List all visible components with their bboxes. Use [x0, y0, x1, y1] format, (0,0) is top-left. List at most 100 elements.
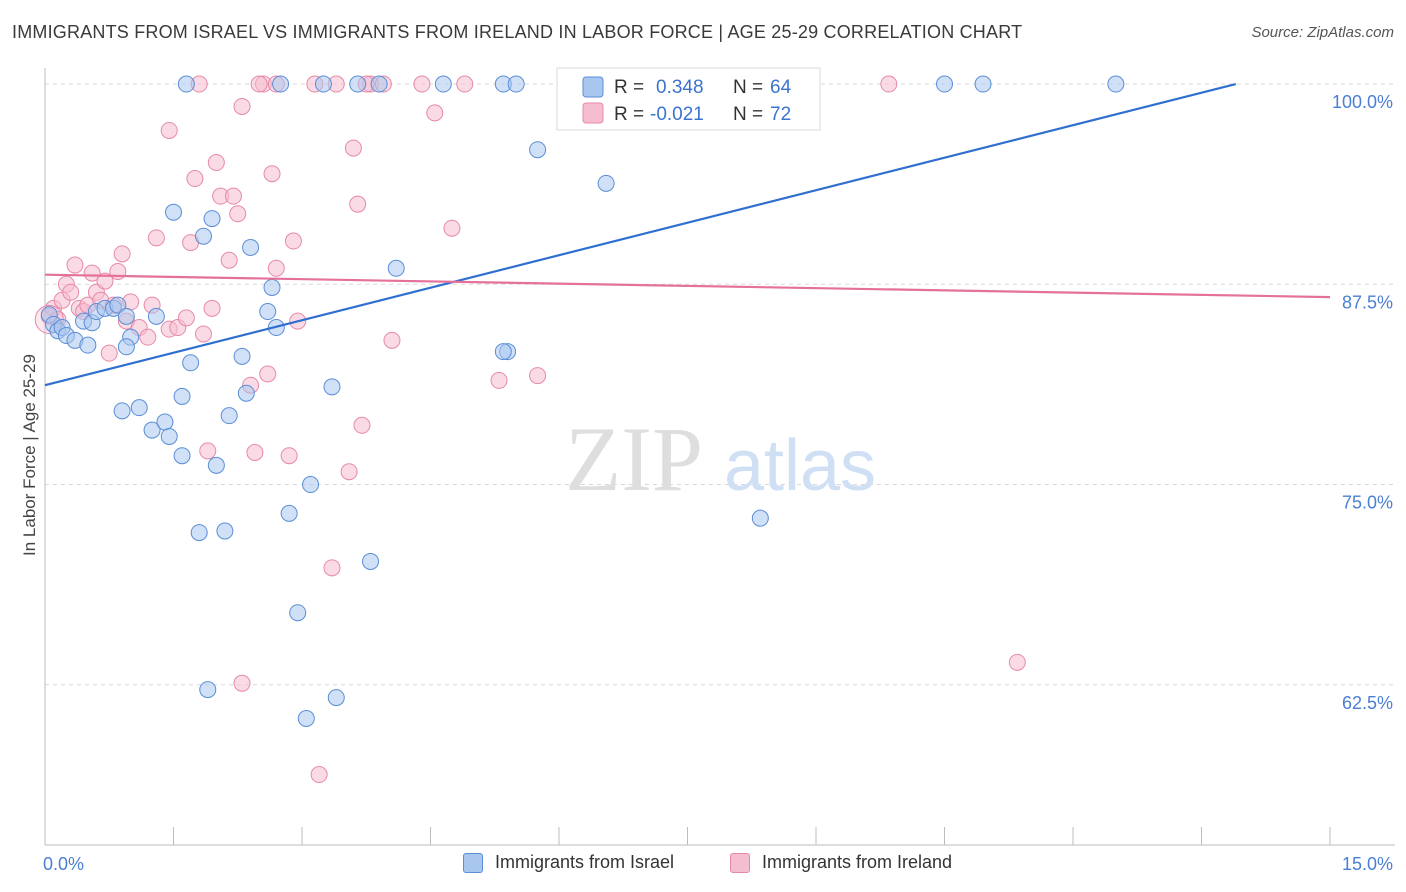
legend-ireland-r-label: R = — [614, 104, 644, 125]
israel-point — [216, 522, 234, 540]
ireland-point — [220, 251, 238, 269]
ireland-point — [413, 75, 431, 93]
x-tick-label-0: 0.0% — [43, 854, 84, 874]
ireland-point — [100, 344, 118, 362]
israel-point — [173, 387, 191, 405]
ireland-point — [147, 229, 165, 247]
ireland-point — [113, 245, 131, 263]
israel-point — [203, 210, 221, 228]
ireland-point — [344, 139, 362, 157]
ireland-point — [259, 365, 277, 383]
ireland-point — [229, 205, 247, 223]
ireland-point — [310, 766, 328, 784]
ireland-points — [34, 75, 1026, 784]
israel-point — [597, 174, 615, 192]
ireland-point — [426, 104, 444, 122]
legend-ireland-n-value: 72 — [770, 104, 791, 125]
israel-point — [237, 384, 255, 402]
ireland-point — [66, 256, 84, 274]
legend-item-israel[interactable]: Immigrants from Israel — [463, 852, 674, 873]
israel-point — [362, 552, 380, 570]
ireland-point — [1008, 653, 1026, 671]
israel-trend-line — [44, 82, 1237, 387]
israel-point — [182, 354, 200, 372]
legend-ireland-marker — [730, 852, 750, 873]
israel-point — [751, 509, 769, 527]
axes — [44, 68, 1395, 846]
ireland-point — [280, 447, 298, 465]
source-label: Source: ZipAtlas.com — [1251, 24, 1394, 41]
israel-point — [143, 421, 161, 439]
ireland-point — [340, 463, 358, 481]
y-tick-label-0: 100.0% — [1332, 92, 1393, 112]
tick-labels: 100.0% 87.5% 75.0% 62.5% 0.0% 15.0% — [43, 92, 1393, 874]
ireland-point — [490, 371, 508, 389]
israel-point — [130, 399, 148, 417]
ireland-point — [383, 331, 401, 349]
legend-ireland-swatch — [582, 102, 604, 124]
israel-point — [529, 141, 547, 159]
israel-point — [156, 413, 174, 431]
israel-point — [117, 307, 135, 325]
israel-point — [349, 75, 367, 93]
ireland-point — [96, 272, 114, 290]
israel-point — [113, 402, 131, 420]
israel-point — [323, 378, 341, 396]
watermark-atlas: atlas — [724, 426, 876, 506]
ireland-point — [880, 75, 898, 93]
legend-israel-swatch — [582, 76, 604, 98]
ireland-point — [284, 232, 302, 250]
watermark-zip: ZIP — [565, 408, 703, 510]
legend-ireland-label: Immigrants from Ireland — [762, 852, 953, 872]
israel-point — [302, 476, 320, 494]
ireland-point — [207, 154, 225, 172]
ireland-point — [203, 299, 221, 317]
ireland-point — [83, 264, 101, 282]
israel-point — [233, 347, 251, 365]
israel-point — [936, 75, 953, 93]
y-tick-label-3: 62.5% — [1342, 693, 1393, 713]
ireland-point — [233, 97, 251, 115]
israel-point — [117, 338, 135, 356]
ireland-point — [349, 195, 367, 213]
ireland-point — [62, 283, 80, 301]
israel-point — [387, 259, 405, 277]
israel-point — [147, 307, 165, 325]
legend-israel-marker — [463, 852, 483, 873]
ireland-point — [199, 442, 217, 460]
legend-israel-n-value: 64 — [770, 77, 792, 98]
israel-point — [289, 604, 307, 622]
ireland-point — [323, 559, 341, 577]
israel-point — [173, 447, 191, 465]
israel-point — [974, 75, 992, 93]
israel-point — [272, 75, 290, 93]
israel-point — [194, 227, 212, 245]
israel-point — [297, 709, 315, 727]
israel-point — [220, 407, 238, 425]
israel-point — [165, 203, 182, 221]
chart-title: IMMIGRANTS FROM ISRAEL VS IMMIGRANTS FRO… — [12, 22, 1023, 42]
y-tick-label-2: 75.0% — [1342, 493, 1393, 513]
israel-point — [327, 689, 345, 707]
legend-ireland-n-label: N = — [733, 104, 763, 125]
ireland-point — [233, 674, 251, 692]
legend-item-ireland[interactable]: Immigrants from Ireland — [730, 852, 952, 873]
legend-israel-r-value: 0.348 — [656, 77, 704, 98]
trend-lines — [44, 82, 1331, 387]
ireland-point — [139, 328, 157, 346]
israel-point — [160, 427, 178, 445]
ireland-point — [177, 309, 195, 327]
watermark: ZIP atlas — [565, 408, 876, 510]
israel-point — [207, 456, 225, 474]
ireland-point — [263, 165, 281, 183]
ireland-point — [456, 75, 474, 93]
x-tick-label-1: 15.0% — [1342, 854, 1393, 874]
ireland-point — [246, 444, 264, 461]
israel-point — [314, 75, 332, 93]
correlation-legend: R = 0.348 N = 64 R = -0.021 N = 72 — [556, 67, 821, 131]
israel-point — [199, 681, 217, 699]
israel-point — [494, 343, 512, 361]
ireland-point — [186, 170, 204, 188]
israel-point — [190, 524, 208, 542]
